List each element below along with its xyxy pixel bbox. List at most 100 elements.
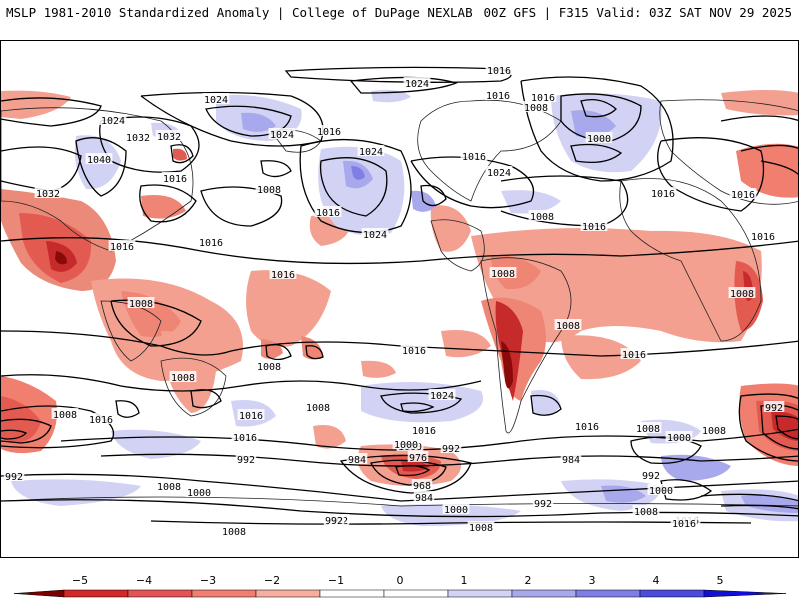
contour-label-background [442,503,470,514]
contour-label-background [403,77,431,88]
colorbar-tick-label: 2 [525,574,532,587]
contour-label-background [323,514,345,525]
colorbar-max-arrow [703,589,787,598]
contour-label-background [255,183,283,194]
colorbar-segment [639,589,705,598]
contour-label-background [634,422,662,433]
contour-label: 1016 [239,411,263,422]
contour-label: 1008 [171,373,195,384]
colorbar-segment [447,589,513,598]
colorbar-tick-label: −2 [264,574,280,587]
contour-label: 1000 [187,488,211,499]
contour-label: 1000 [587,134,611,145]
contour-label: 1008 [530,212,554,223]
contour-label-background [361,228,389,239]
contour-label: 1008 [702,426,726,437]
contour-label: 992 [5,472,23,483]
contour-label-background [763,401,785,412]
contour-label: 1008 [469,523,493,534]
contour-label: 1016 [672,519,696,530]
contour-label: 1024 [270,130,294,141]
contour-label: 1016 [402,346,426,357]
contour-label: 992 [642,471,660,482]
contour-label: 1008 [53,410,77,421]
contour-label-background [124,131,152,142]
contour-label-background [127,297,155,308]
contour-label: 1024 [487,168,511,179]
contour-label: 984 [348,455,366,466]
contour-label: 1024 [204,95,228,106]
contour-label: 1016 [731,190,755,201]
contour-label-background [85,153,113,164]
colorbar-tick-label: 4 [653,574,660,587]
contour-label-background [440,442,462,453]
contour-label-background [428,389,456,400]
colorbar-tick-label: −3 [200,574,216,587]
contour-label: 1040 [87,155,111,166]
colorbar-segments [13,589,787,598]
contour-label-background [407,451,429,462]
contour-label: 968 [413,481,431,492]
contour-label: 1016 [622,350,646,361]
contour-label: 1016 [486,91,510,102]
contour-label: 984 [415,493,433,504]
contour-label-background [522,101,550,112]
colorbar-tick-label: −1 [328,574,344,587]
isobar-contours [1,66,798,525]
contour-label-background [460,150,488,161]
contour-label: 1032 [157,132,181,143]
colorbar-tick-label: 0 [397,574,404,587]
contour-label-background [411,479,433,490]
contour-label-background [268,128,296,139]
contour-label: 1016 [462,152,486,163]
contour-label-background [528,210,556,221]
contour-label: 1016 [271,270,295,281]
contour-label: 1016 [199,238,223,249]
contour-label-background [51,408,79,419]
contour-label: 1016 [316,208,340,219]
contour-label-background [155,480,183,491]
contour-label-background [529,91,557,102]
contour-label: 1016 [412,426,436,437]
contour-label: 1000 [394,440,418,451]
contour-label-background [314,206,342,217]
contour-label: 1024 [430,391,454,402]
contour-label: 1024 [101,116,125,127]
positive-anomaly-shading [1,90,798,486]
contour-label: 1016 [751,232,775,243]
contour-label-background [554,319,582,330]
contour-label: 1008 [634,507,658,518]
colorbar-tick-label: 3 [589,574,596,587]
contour-label: 1000 [444,505,468,516]
contour-label-background [392,438,420,449]
contour-label: 1016 [487,66,511,77]
contour-label-background [269,268,297,279]
contour-label-background [410,424,438,435]
contour-label: 1032 [126,133,150,144]
contour-label-background [632,505,660,516]
colorbar-segment [383,589,449,598]
contour-label: 984 [562,455,580,466]
contour-label: 992 [534,499,552,510]
colorbar-segment [319,589,385,598]
map-panel: 1016 1024 1016 1008 1024 1032 1016 1024 1040 1032… [0,40,799,558]
contour-label: 976 [409,453,427,464]
contour-label-background [108,240,136,251]
contour-label-background [700,424,728,435]
contour-labels: 1016102410161008102410321016102410401032… [3,64,785,538]
contour-label: 1016 [575,422,599,433]
anomaly-colorbar: −5 −4 −3 −2 −1 0 1 2 3 4 5 [13,574,787,598]
contour-label: 1008 [524,103,548,114]
model-run-label: 00Z GFS | F315 Valid: 03Z SAT NOV 29 202… [483,5,792,20]
contour-label-background [620,348,648,359]
contour-label-background [489,267,517,278]
contour-label: 1008 [222,527,246,538]
contour-label: 1008 [306,403,330,414]
colorbar-tick-label: −4 [136,574,152,587]
contour-label-background [202,93,230,104]
contour-label: 1016 [317,127,341,138]
contour-label: 1016 [110,242,134,253]
contour-label: 1008 [491,269,515,280]
colorbar-segment [127,589,193,598]
contour-label-background [161,172,189,183]
